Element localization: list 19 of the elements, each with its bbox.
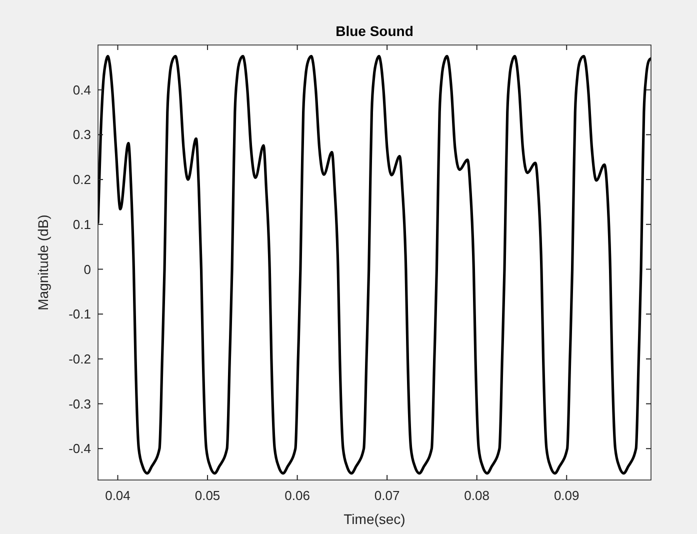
x-tick-label: 0.07 [374, 488, 400, 503]
y-tick-label: -0.2 [68, 351, 91, 366]
x-tick-label: 0.05 [194, 488, 220, 503]
x-tick-label: 0.09 [554, 488, 580, 503]
chart-title: Blue Sound [336, 23, 414, 39]
x-tick-label: 0.08 [464, 488, 490, 503]
y-tick-label: 0.2 [72, 172, 91, 188]
line-series [98, 54, 651, 475]
y-tick-label: -0.4 [68, 441, 91, 456]
y-tick-label: 0.4 [72, 82, 91, 98]
y-tick-label: -0.1 [68, 306, 91, 322]
x-axis-title: Time(sec) [344, 511, 406, 527]
y-tick-label: 0.1 [72, 216, 91, 232]
x-tick-label: 0.06 [284, 488, 310, 503]
y-tick-label: 0.3 [72, 127, 91, 142]
y-axis-title: Magnitude (dB) [35, 214, 51, 310]
y-tick-label: -0.3 [68, 396, 91, 412]
y-tick-label: 0 [84, 262, 91, 277]
x-tick-label: 0.04 [105, 488, 130, 503]
